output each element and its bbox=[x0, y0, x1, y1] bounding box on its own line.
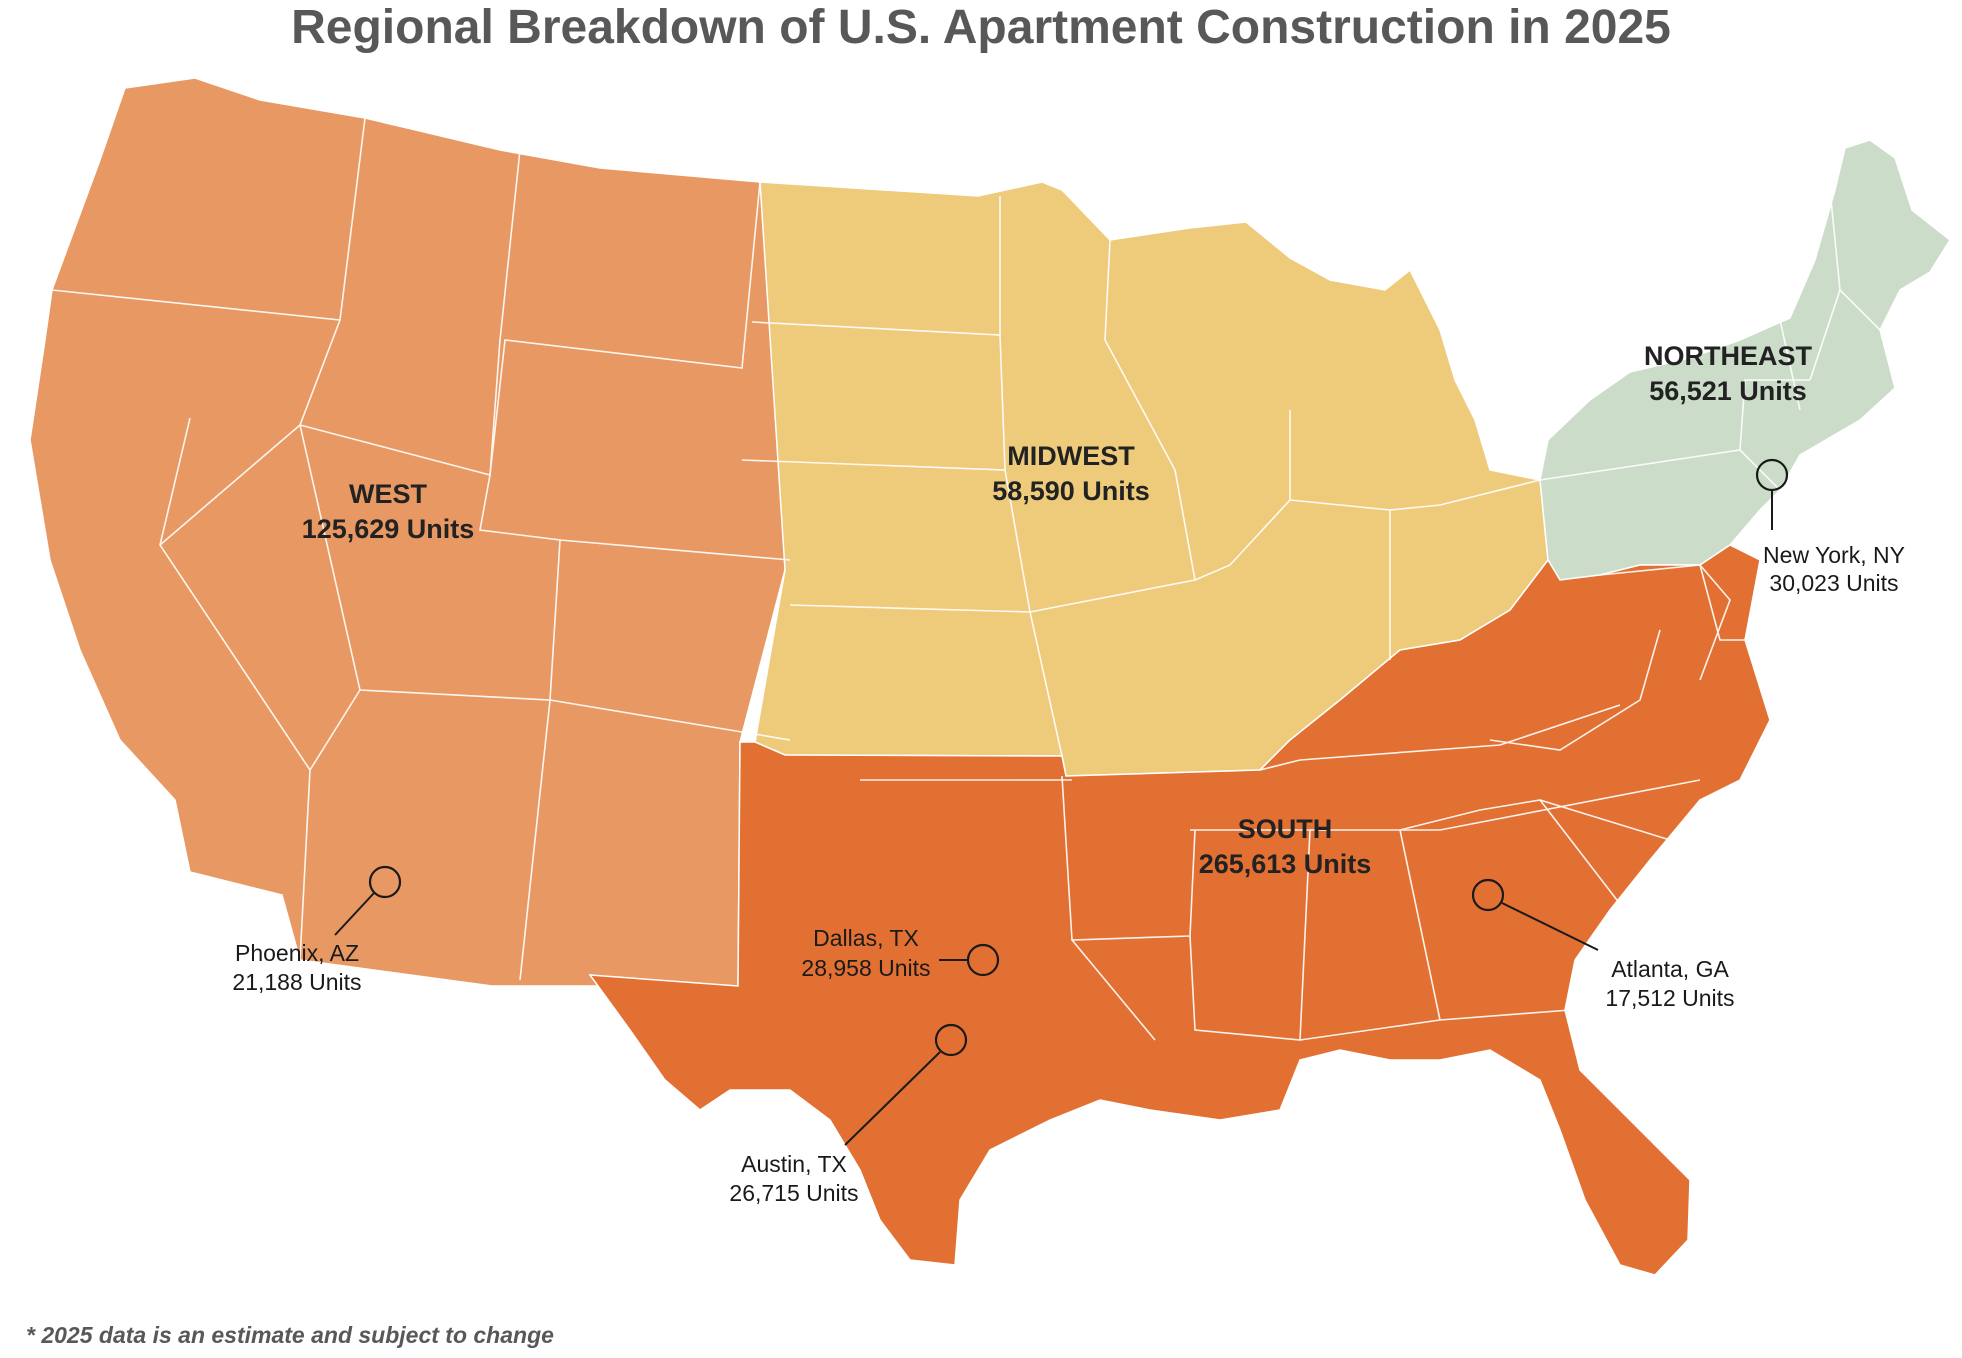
region-south-name: SOUTH bbox=[1238, 814, 1333, 844]
region-west-units: 125,629 Units bbox=[302, 514, 475, 544]
city-phoenix-name: Phoenix, AZ bbox=[235, 940, 359, 966]
region-northeast-name: NORTHEAST bbox=[1644, 341, 1813, 371]
region-midwest-name: MIDWEST bbox=[1007, 441, 1135, 471]
city-new-york-name: New York, NY bbox=[1763, 542, 1905, 568]
city-marker-phoenix[interactable] bbox=[334, 865, 402, 936]
city-phoenix-units: 21,188 Units bbox=[232, 969, 361, 995]
region-south-shape[interactable] bbox=[588, 544, 1771, 1276]
atlanta-leader bbox=[1501, 902, 1599, 951]
city-atlanta-units: 17,512 Units bbox=[1605, 985, 1734, 1011]
atlanta-marker[interactable] bbox=[1471, 878, 1505, 912]
city-marker-new-york[interactable] bbox=[1755, 458, 1789, 530]
map-title: Regional Breakdown of U.S. Apartment Con… bbox=[291, 1, 1671, 54]
state-borders bbox=[51, 117, 1881, 1041]
region-midwest-units: 58,590 Units bbox=[992, 476, 1150, 506]
phoenix-marker[interactable] bbox=[368, 865, 402, 899]
region-west-name: WEST bbox=[349, 479, 428, 509]
city-austin-name: Austin, TX bbox=[741, 1151, 847, 1177]
phoenix-leader bbox=[334, 892, 375, 936]
austin-leader bbox=[844, 1051, 941, 1146]
footnote: * 2025 data is an estimate and subject t… bbox=[26, 1322, 554, 1348]
city-new-york-units: 30,023 Units bbox=[1769, 570, 1898, 596]
region-northeast-units: 56,521 Units bbox=[1649, 376, 1807, 406]
city-marker-atlanta[interactable] bbox=[1471, 878, 1599, 951]
city-marker-austin[interactable] bbox=[844, 1023, 968, 1146]
city-atlanta-name: Atlanta, GA bbox=[1611, 956, 1729, 982]
city-austin-units: 26,715 Units bbox=[729, 1180, 858, 1206]
austin-marker[interactable] bbox=[934, 1023, 968, 1057]
city-dallas-units: 28,958 Units bbox=[801, 955, 930, 981]
region-south-units: 265,613 Units bbox=[1199, 849, 1372, 879]
city-marker-dallas[interactable] bbox=[939, 943, 1000, 977]
region-west-shape[interactable] bbox=[29, 77, 799, 987]
city-dallas-name: Dallas, TX bbox=[813, 925, 919, 951]
